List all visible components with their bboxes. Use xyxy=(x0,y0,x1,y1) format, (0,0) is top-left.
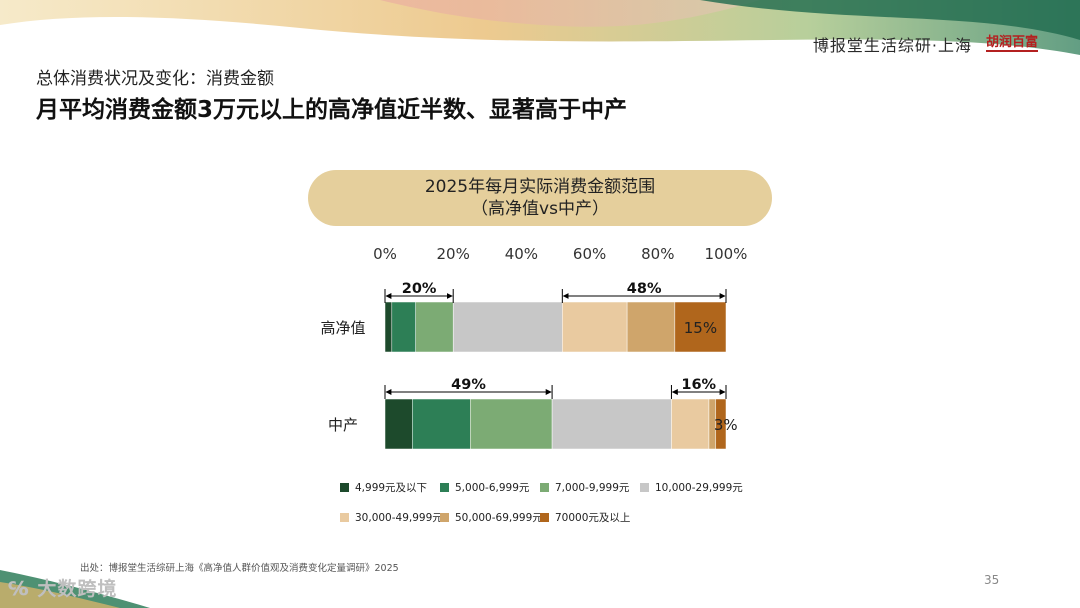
category-label: 中产 xyxy=(328,416,358,434)
bar-segment xyxy=(452,301,563,353)
legend-swatch xyxy=(440,483,449,492)
bracket-label: 49% xyxy=(451,377,486,393)
bracket-label: 20% xyxy=(402,281,437,297)
bar-segment xyxy=(671,398,710,450)
decorative-top-band xyxy=(0,0,1080,55)
bar-segment xyxy=(551,398,672,450)
legend-item: 4,999元及以下 xyxy=(340,480,427,495)
legend-item: 7,000-9,999元 xyxy=(540,480,629,495)
bar-segment xyxy=(412,398,471,450)
legend-label: 10,000-29,999元 xyxy=(655,482,743,494)
watermark-logo-icon: ℅ xyxy=(8,578,38,600)
legend-swatch xyxy=(340,513,349,522)
chart-title-pill: 2025年每月实际消费金额范围 （高净值vs中产） xyxy=(308,170,772,226)
bar-segment xyxy=(415,301,454,353)
legend-swatch xyxy=(540,513,549,522)
legend-item: 5,000-6,999元 xyxy=(440,480,529,495)
bar-segment xyxy=(626,301,676,353)
bar-segment xyxy=(391,301,416,353)
header-brand: 博报堂生活综研·上海 胡润百富 xyxy=(813,32,1038,56)
section-subtitle: 总体消费状况及变化：消费金额 xyxy=(36,69,274,89)
bar-segment xyxy=(384,301,393,353)
bar-segment xyxy=(470,398,553,450)
x-tick-label: 80% xyxy=(641,245,674,263)
legend-swatch xyxy=(640,483,649,492)
bracket-label: 16% xyxy=(681,377,716,393)
bar-segment xyxy=(674,301,727,353)
bar-segment xyxy=(562,301,628,353)
legend-item: 70000元及以上 xyxy=(540,510,630,525)
chart-title-line2: （高净值vs中产） xyxy=(471,199,609,219)
watermark-text: 大数跨境 xyxy=(37,578,118,600)
legend-label: 70000元及以上 xyxy=(555,512,631,524)
category-label: 高净值 xyxy=(320,319,365,337)
legend-label: 7,000-9,999元 xyxy=(555,482,630,494)
data-label: 3% xyxy=(714,416,738,434)
legend-label: 5,000-6,999元 xyxy=(455,482,530,494)
legend-swatch xyxy=(540,483,549,492)
legend-swatch xyxy=(440,513,449,522)
bar-segment xyxy=(384,398,413,450)
data-label: 15% xyxy=(684,319,717,337)
hurun-logo: 胡润百富 xyxy=(985,35,1038,52)
watermark: ℅ 大数跨境 xyxy=(8,574,117,601)
x-tick-label: 60% xyxy=(573,245,606,263)
source-note: 出处：博报堂生活综研上海《高净值人群价值观及消费变化定量调研》2025 xyxy=(80,563,399,574)
legend-label: 30,000-49,999元 xyxy=(355,512,443,524)
x-tick-label: 20% xyxy=(437,245,470,263)
bracket-label: 48% xyxy=(627,281,662,297)
page-title: 月平均消费金额3万元以上的高净值近半数、显著高于中产 xyxy=(36,97,628,123)
legend-item: 10,000-29,999元 xyxy=(640,480,743,495)
legend-swatch xyxy=(340,483,349,492)
x-tick-label: 0% xyxy=(373,245,397,263)
bar-segment xyxy=(715,398,727,450)
page-number: 35 xyxy=(984,573,1000,587)
legend-label: 4,999元及以下 xyxy=(355,482,428,494)
legend-item: 50,000-69,999元 xyxy=(440,510,543,525)
x-tick-label: 40% xyxy=(505,245,538,263)
x-tick-label: 100% xyxy=(705,245,748,263)
brand-name: 博报堂生活综研·上海 xyxy=(812,36,972,55)
decorative-bottom-band xyxy=(0,570,150,608)
chart-title-line1: 2025年每月实际消费金额范围 xyxy=(424,177,656,197)
legend-label: 50,000-69,999元 xyxy=(455,512,543,524)
legend-item: 30,000-49,999元 xyxy=(340,510,443,525)
